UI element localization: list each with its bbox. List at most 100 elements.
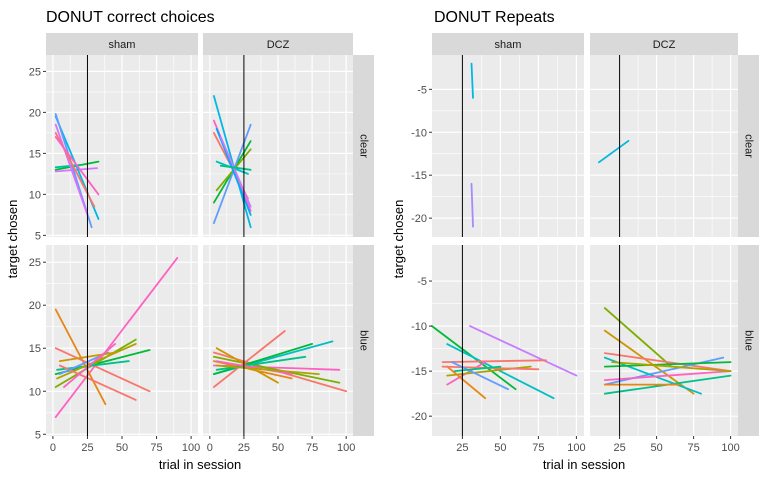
series-line xyxy=(603,352,732,373)
series-line xyxy=(56,342,137,380)
x-tick-label: 50 xyxy=(272,442,284,454)
series-line xyxy=(54,123,89,216)
y-tick-label: -10 xyxy=(411,127,427,139)
x-tick-label: 75 xyxy=(532,442,544,454)
series-line xyxy=(63,342,116,388)
y-tick-label: -5 xyxy=(417,84,427,96)
panel-background xyxy=(432,55,584,237)
series-line xyxy=(54,256,179,419)
panel-clear-DCZ xyxy=(590,55,738,237)
series-line xyxy=(219,136,252,208)
y-tick-label: -20 xyxy=(411,213,427,225)
x-tick-label: 25 xyxy=(456,442,468,454)
facet-strip-DCZ xyxy=(590,33,738,55)
x-tick-label: 75 xyxy=(687,442,699,454)
x-tick-label: 75 xyxy=(306,442,318,454)
series-line xyxy=(212,360,293,380)
y-tick-label: -10 xyxy=(411,321,427,333)
facet-label-blue: blue xyxy=(743,330,755,351)
panel-background xyxy=(432,245,584,436)
series-line xyxy=(215,360,293,376)
series-line xyxy=(215,364,320,376)
series-line xyxy=(54,347,151,393)
x-tick-label: 50 xyxy=(650,442,662,454)
series-line xyxy=(469,325,578,377)
series-line xyxy=(611,361,732,373)
series-line xyxy=(470,182,474,228)
panel-clear-DCZ xyxy=(203,55,353,237)
facet-strip-clear xyxy=(353,55,374,237)
y-tick-label: -20 xyxy=(411,411,427,423)
series-line xyxy=(598,139,630,164)
series-line xyxy=(450,361,509,391)
series-line xyxy=(58,364,137,401)
facet-strip-sham xyxy=(432,33,584,55)
facet-label-sham: sham xyxy=(495,39,522,51)
x-axis-title: trial in session xyxy=(159,457,241,472)
series-line xyxy=(603,361,732,368)
figure-title: DONUT Repeats xyxy=(434,9,555,26)
figure-correct-choices: DONUT correct choices trial in session t… xyxy=(5,9,374,472)
y-tick-label: 20 xyxy=(29,300,41,312)
panel-blue-DCZ xyxy=(203,245,353,436)
y-tick-label: -15 xyxy=(411,366,427,378)
y-tick-label: -5 xyxy=(417,276,427,288)
y-tick-label: 5 xyxy=(35,230,41,242)
series-line xyxy=(212,123,252,225)
x-tick-label: 100 xyxy=(337,442,355,454)
x-tick-label: 25 xyxy=(613,442,625,454)
x-tick-label: 75 xyxy=(150,442,162,454)
series-line xyxy=(54,167,98,173)
series-line xyxy=(54,338,137,388)
x-tick-label: 25 xyxy=(81,442,93,454)
panel-blue-DCZ xyxy=(590,245,738,436)
series-line xyxy=(56,360,130,371)
facet-label-clear: clear xyxy=(743,134,755,158)
panel-blue-sham xyxy=(46,245,198,436)
series-line xyxy=(215,127,252,216)
series-line xyxy=(603,356,725,386)
y-tick-label: 10 xyxy=(29,189,41,201)
panel-clear-sham xyxy=(46,55,198,237)
series-line xyxy=(470,62,474,99)
y-axis-title: target chosen xyxy=(5,200,20,279)
facet-strip-blue xyxy=(353,245,374,436)
facet-label-DCZ: DCZ xyxy=(653,39,676,51)
series-line xyxy=(603,370,732,382)
y-tick-label: 25 xyxy=(29,257,41,269)
y-tick-label: 15 xyxy=(29,148,41,160)
series-line xyxy=(446,343,555,400)
x-tick-label: 0 xyxy=(50,442,56,454)
series-line xyxy=(219,164,252,171)
facet-label-blue: blue xyxy=(358,330,370,351)
x-tick-label: 50 xyxy=(494,442,506,454)
y-axis-title: target chosen xyxy=(391,200,406,279)
x-tick-label: 25 xyxy=(238,442,250,454)
panel-blue-sham xyxy=(431,245,584,436)
series-line xyxy=(212,95,252,229)
y-tick-label: 25 xyxy=(29,66,41,78)
x-tick-label: 100 xyxy=(567,442,585,454)
panel-background xyxy=(590,245,738,436)
facet-strip-DCZ xyxy=(203,33,353,55)
figure-repeats: DONUT Repeats trial in session target ch… xyxy=(391,9,759,472)
series-line xyxy=(603,307,673,368)
y-tick-label: 20 xyxy=(29,107,41,119)
y-tick-label: 15 xyxy=(29,343,41,355)
facet-strip-sham xyxy=(46,33,198,55)
facet-label-sham: sham xyxy=(109,39,136,51)
series-line xyxy=(446,365,487,400)
x-tick-label: 100 xyxy=(182,442,200,454)
figure-title: DONUT correct choices xyxy=(46,9,215,26)
series-line xyxy=(54,136,100,196)
facet-label-clear: clear xyxy=(358,134,370,158)
y-tick-label: -15 xyxy=(411,170,427,182)
series-line xyxy=(54,308,107,406)
x-tick-label: 100 xyxy=(721,442,739,454)
series-line xyxy=(212,330,286,388)
facet-strip-clear xyxy=(738,55,759,237)
x-axis-title: trial in session xyxy=(543,457,625,472)
series-line xyxy=(441,359,547,364)
x-tick-label: 0 xyxy=(207,442,213,454)
